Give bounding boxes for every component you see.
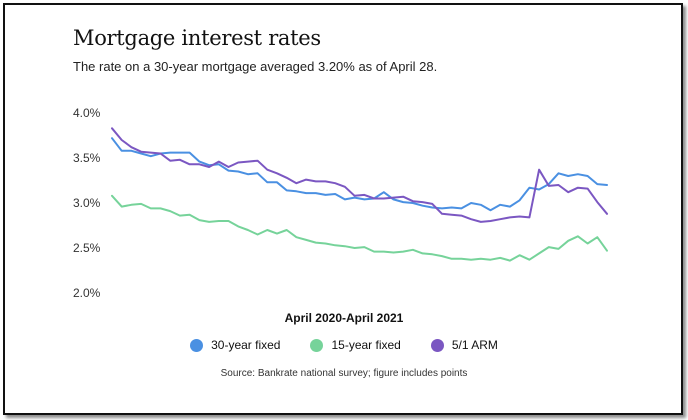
- legend-item-15-year-fixed[interactable]: 15-year fixed: [310, 338, 401, 352]
- legend: 30-year fixed 15-year fixed 5/1 ARM: [0, 338, 688, 352]
- legend-label-5-1-arm: 5/1 ARM: [451, 338, 498, 352]
- series-line-30-year-fixed: [111, 137, 608, 212]
- chart-card: [3, 3, 683, 415]
- y-tick-label: 2.0%: [73, 286, 101, 300]
- source-note: Source: Bankrate national survey; figure…: [220, 368, 468, 379]
- chart-title: Mortgage interest rates: [73, 26, 321, 50]
- legend-item-5-1-arm[interactable]: 5/1 ARM: [430, 338, 498, 352]
- series-line-15-year-fixed: [111, 194, 608, 262]
- chart-subtitle: The rate on a 30-year mortgage averaged …: [73, 59, 438, 74]
- plot-area: [111, 127, 608, 262]
- legend-swatch-15-year-fixed: [310, 338, 324, 352]
- legend-swatch-5-1-arm: [430, 338, 444, 352]
- y-tick-label: 3.5%: [73, 151, 101, 165]
- legend-label-15-year-fixed: 15-year fixed: [331, 338, 401, 352]
- legend-label-30-year-fixed: 30-year fixed: [211, 338, 281, 352]
- x-axis-label: April 2020-April 2021: [284, 311, 404, 325]
- y-tick-label: 4.0%: [73, 106, 101, 120]
- y-axis: 4.0% 3.5% 3.0% 2.5% 2.0%: [73, 106, 101, 300]
- legend-item-30-year-fixed[interactable]: 30-year fixed: [190, 338, 280, 352]
- series-line-5-1-arm: [111, 127, 608, 223]
- y-tick-label: 3.0%: [73, 196, 101, 210]
- legend-swatch-30-year-fixed: [190, 338, 204, 352]
- y-tick-label: 2.5%: [73, 241, 101, 255]
